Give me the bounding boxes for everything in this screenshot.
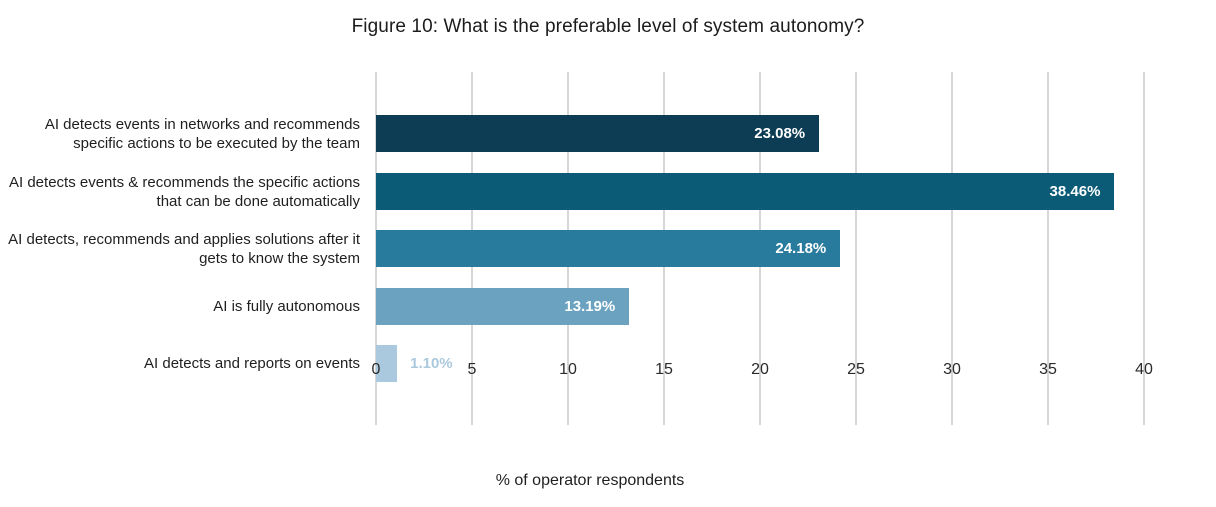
gridline [1047,72,1049,425]
plot-area: 23.08% 38.46% 24.18% 13.19% 1.10% [375,72,1145,425]
gridline [951,72,953,425]
chart-body: AI detects events in networks and recomm… [0,72,1216,425]
category-label: AI is fully autonomous [213,298,360,315]
x-tick-label: 10 [559,361,577,378]
bar-value-label: 13.19% [564,298,616,315]
figure-title: Figure 10: What is the preferable level … [351,16,865,37]
bar: 13.19% [376,288,630,325]
x-tick-label: 0 [371,361,381,378]
x-axis-ticks: 0 5 10 15 20 25 30 35 40 [372,361,1153,383]
bar-value-label: 23.08% [754,125,806,142]
bar-value-label: 38.46% [1049,183,1101,200]
x-tick-label: 5 [467,361,477,378]
x-tick-label: 35 [1039,361,1057,378]
bar: 1.10% [376,345,453,382]
x-tick-label: 15 [655,361,673,378]
category-label: AI detects events in networks and recomm… [44,115,360,152]
category-labels-column: AI detects events in networks and recomm… [0,72,360,425]
x-axis-label: % of operator respondents [495,472,685,489]
x-tick-label: 30 [943,361,961,378]
bar: 38.46% [376,173,1115,210]
x-tick-label: 20 [751,361,769,378]
x-tick-label: 40 [1135,361,1153,378]
x-tick-label: 25 [847,361,865,378]
gridline [1143,72,1145,425]
category-label: AI detects and reports on events [144,355,360,372]
bar: 24.18% [376,230,841,267]
category-label: AI detects events & recommends the speci… [9,173,360,210]
gridline [855,72,857,425]
category-label: AI detects, recommends and applies solut… [8,230,360,267]
bar: 23.08% [376,115,820,152]
bar-value-label: 1.10% [410,355,453,372]
bar-value-label: 24.18% [775,240,827,257]
